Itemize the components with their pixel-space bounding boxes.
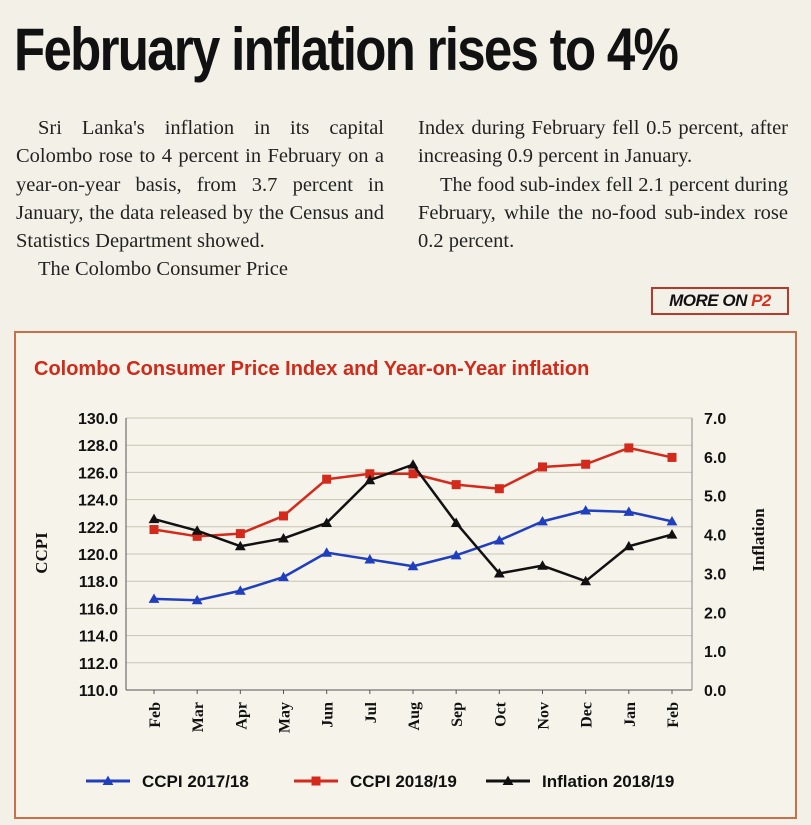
data-point — [278, 571, 289, 582]
data-point — [537, 560, 548, 570]
y-tick-label: 112.0 — [79, 656, 118, 673]
headline: February inflation rises to 4% — [14, 16, 679, 83]
x-tick-label: Apr — [233, 702, 250, 730]
data-point — [322, 474, 332, 484]
y-tick-label: 114.0 — [79, 629, 118, 646]
data-point — [234, 585, 246, 595]
data-point — [502, 775, 514, 786]
x-tick-label: Dec — [579, 702, 596, 728]
x-tick-label: May — [277, 702, 294, 733]
x-tick-label: Nov — [536, 702, 553, 730]
chart-frame — [14, 331, 797, 819]
y2-tick-label: 5.0 — [704, 489, 726, 506]
y2-tick-label: 2.0 — [704, 605, 726, 622]
more-label: MORE ON — [669, 291, 752, 310]
data-point — [580, 575, 592, 586]
chart-title: Colombo Consumer Price Index and Year-on… — [34, 358, 590, 380]
data-point — [667, 452, 677, 462]
y-tick-label: 124.0 — [78, 493, 118, 510]
data-point — [191, 594, 203, 605]
x-tick-label: Aug — [406, 702, 423, 730]
data-point — [408, 469, 418, 479]
x-tick-label: Jul — [363, 701, 380, 723]
x-tick-label: Oct — [492, 701, 509, 727]
data-point — [407, 560, 419, 571]
data-point — [148, 513, 160, 524]
paragraph: Sri Lanka's inflation in its capital Col… — [16, 117, 384, 253]
x-tick-label: Sep — [449, 702, 466, 727]
data-point — [192, 531, 202, 541]
y2-tick-label: 3.0 — [704, 566, 726, 583]
data-point — [191, 525, 203, 535]
y-tick-label: 128.0 — [78, 438, 118, 455]
y-tick-label: 122.0 — [78, 520, 118, 537]
y2-tick-label: 0.0 — [704, 683, 726, 700]
data-point — [278, 533, 289, 543]
data-point — [407, 459, 419, 469]
data-point — [537, 515, 548, 526]
more-page: P2 — [751, 291, 771, 310]
data-point — [623, 540, 635, 551]
y2-tick-label: 7.0 — [704, 411, 726, 428]
y-tick-label: 110.0 — [79, 683, 118, 700]
data-point — [666, 529, 678, 539]
paragraph: Index during February fell 0.5 percent, … — [418, 117, 788, 168]
x-tick-label: Jan — [622, 702, 639, 727]
y-axis-label: CCPI — [32, 532, 51, 574]
y-tick-label: 118.0 — [79, 574, 118, 591]
data-point — [102, 775, 114, 786]
data-point — [450, 517, 462, 527]
x-tick-label: Mar — [190, 702, 207, 732]
article-column-left: Sri Lanka's inflation in its capital Col… — [16, 114, 384, 284]
data-point — [311, 776, 321, 786]
data-point — [493, 568, 505, 578]
y-tick-label: 130.0 — [78, 411, 118, 428]
data-point — [364, 554, 376, 564]
legend-label: CCPI 2017/18 — [142, 772, 249, 791]
data-point — [451, 480, 461, 490]
data-point — [624, 443, 634, 453]
data-point — [666, 515, 678, 526]
data-point — [321, 547, 333, 557]
data-point — [235, 529, 245, 539]
series-line — [153, 509, 673, 602]
data-point — [148, 593, 160, 603]
data-point — [364, 474, 376, 485]
x-tick-label: Feb — [147, 702, 164, 728]
data-point — [493, 535, 505, 545]
paragraph: The Colombo Consumer Price — [38, 258, 288, 281]
y-tick-label: 120.0 — [78, 547, 118, 564]
data-point — [279, 511, 288, 521]
x-tick-label: Jun — [320, 702, 337, 728]
y-tick-label: 116.0 — [79, 601, 118, 618]
y2-tick-label: 1.0 — [704, 644, 726, 661]
y-tick-label: 126.0 — [78, 465, 118, 482]
data-point — [494, 484, 504, 494]
legend-label: CCPI 2018/19 — [350, 772, 457, 791]
data-point — [538, 462, 547, 472]
paragraph: The food sub-index fell 2.1 percent duri… — [418, 173, 788, 253]
legend-label: Inflation 2018/19 — [542, 772, 674, 791]
data-point — [581, 459, 591, 469]
data-point — [234, 540, 246, 551]
x-tick-label: Feb — [665, 702, 682, 728]
more-on-page-link[interactable]: MORE ON P2 — [651, 287, 789, 315]
data-point — [321, 517, 333, 527]
data-point — [149, 525, 159, 535]
data-point — [580, 505, 592, 515]
y2-tick-label: 4.0 — [704, 528, 726, 545]
article-column-right: Index during February fell 0.5 percent, … — [418, 114, 788, 255]
data-point — [365, 469, 375, 479]
y2-tick-label: 6.0 — [704, 450, 726, 467]
data-point — [623, 506, 635, 516]
y2-axis-label: Inflation — [749, 508, 768, 572]
data-point — [450, 549, 462, 560]
